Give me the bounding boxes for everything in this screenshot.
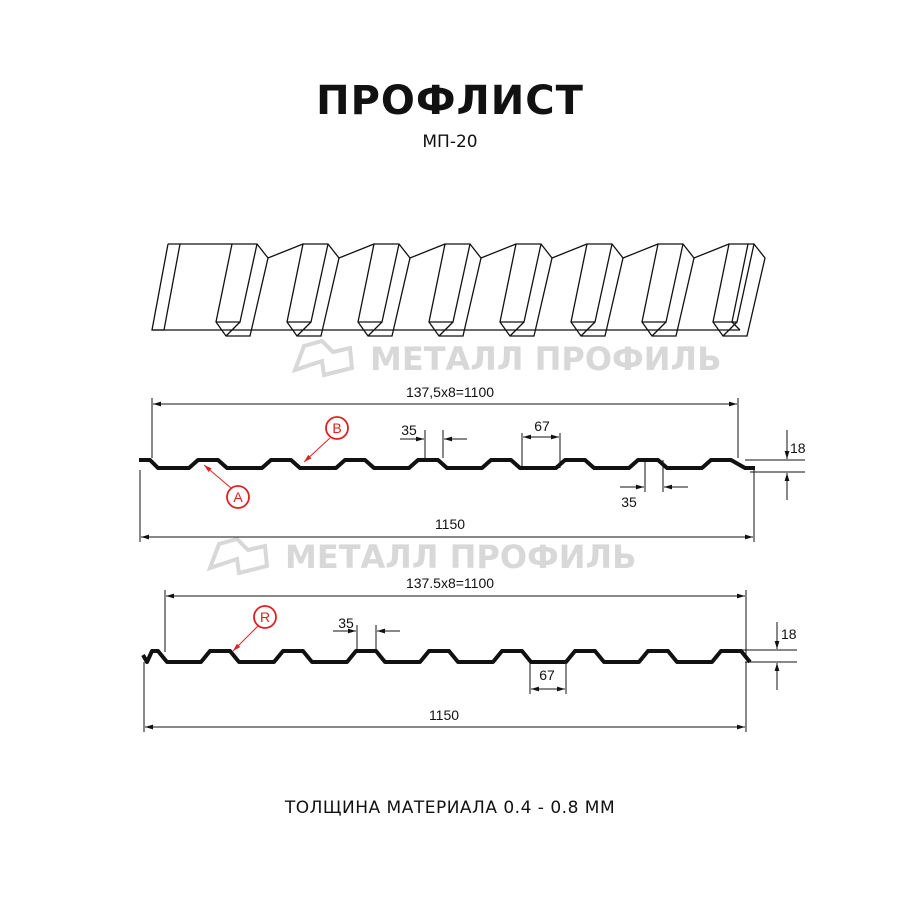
dim-35b-label: 35: [621, 494, 637, 510]
marker-a-leader: [203, 464, 232, 489]
sheet-rib: [500, 243, 542, 323]
dim-35-label: 35: [338, 615, 354, 631]
dim-35-label: 35: [401, 422, 417, 438]
sheet-rib: [287, 243, 329, 323]
profile-r-shape: [141, 649, 752, 664]
sheet-rib: [551, 243, 588, 259]
sheet-rib: [267, 243, 304, 259]
marker-b-label: B: [332, 420, 341, 436]
marker-r: [253, 605, 277, 629]
marker-b-leader: [303, 437, 331, 463]
dim-18-label: 18: [790, 440, 806, 456]
watermark-2: МЕТАЛЛ ПРОФИЛЬ: [206, 536, 637, 576]
sheet-rib: [580, 321, 596, 337]
sheet-rib: [358, 243, 400, 323]
sheet-rib: [429, 243, 471, 323]
dim-1100-label: 137.5x8=1100: [406, 575, 494, 591]
watermark-1: МЕТАЛЛ ПРОФИЛЬ: [291, 338, 722, 378]
sheet-rib: [731, 243, 749, 331]
page-title: ПРОФЛИСТ: [316, 78, 584, 124]
sheet-rib: [296, 321, 312, 337]
marker-r-label: R: [260, 609, 270, 625]
watermark-text: МЕТАЛЛ ПРОФИЛЬ: [285, 538, 637, 576]
dim-1100-label: 137,5x8=1100: [406, 384, 494, 400]
profile-r: 137.5x8=1100 1150 35 67 18 R: [141, 575, 797, 732]
watermark-logo-icon: [291, 338, 355, 378]
dim-1150-label: 1150: [429, 707, 459, 723]
sheet-rib: [713, 243, 755, 323]
sheet-rib: [651, 321, 667, 337]
sheet-rib: [338, 243, 375, 259]
sheet-rib: [151, 243, 740, 331]
sheet-rib: [225, 321, 241, 337]
dim-1150-label: 1150: [435, 516, 465, 532]
sheet-3d-view: [151, 243, 766, 337]
dim-67-label: 67: [534, 418, 550, 434]
sheet-rib: [152, 243, 181, 331]
profile-a: 137,5x8=1100 1150 35 67 35 18 B A: [139, 384, 806, 542]
marker-a: [226, 485, 250, 509]
marker-r-leader: [232, 624, 260, 652]
sheet-rib: [642, 243, 684, 323]
marker-b: [325, 416, 349, 440]
watermark-logo-icon: [206, 536, 270, 576]
watermark-text: МЕТАЛЛ ПРОФИЛЬ: [370, 340, 722, 378]
sheet-rib: [480, 243, 517, 259]
sheet-rib: [571, 243, 613, 323]
sheet-rib: [367, 321, 383, 337]
dim-67-label: 67: [539, 667, 555, 683]
sheet-rib: [438, 321, 454, 337]
sheet-rib: [509, 321, 525, 337]
dim-18-label: 18: [781, 626, 797, 642]
marker-a-label: A: [233, 489, 243, 505]
sheet-rib: [216, 243, 258, 323]
material-thickness: ТОЛЩИНА МАТЕРИАЛА 0.4 - 0.8 ММ: [284, 798, 616, 818]
model-subtitle: МП-20: [422, 132, 478, 152]
profile-a-shape: [139, 458, 755, 470]
sheet-rib: [622, 243, 659, 259]
sheet-rib: [409, 243, 446, 259]
sheet-rib: [693, 243, 730, 259]
